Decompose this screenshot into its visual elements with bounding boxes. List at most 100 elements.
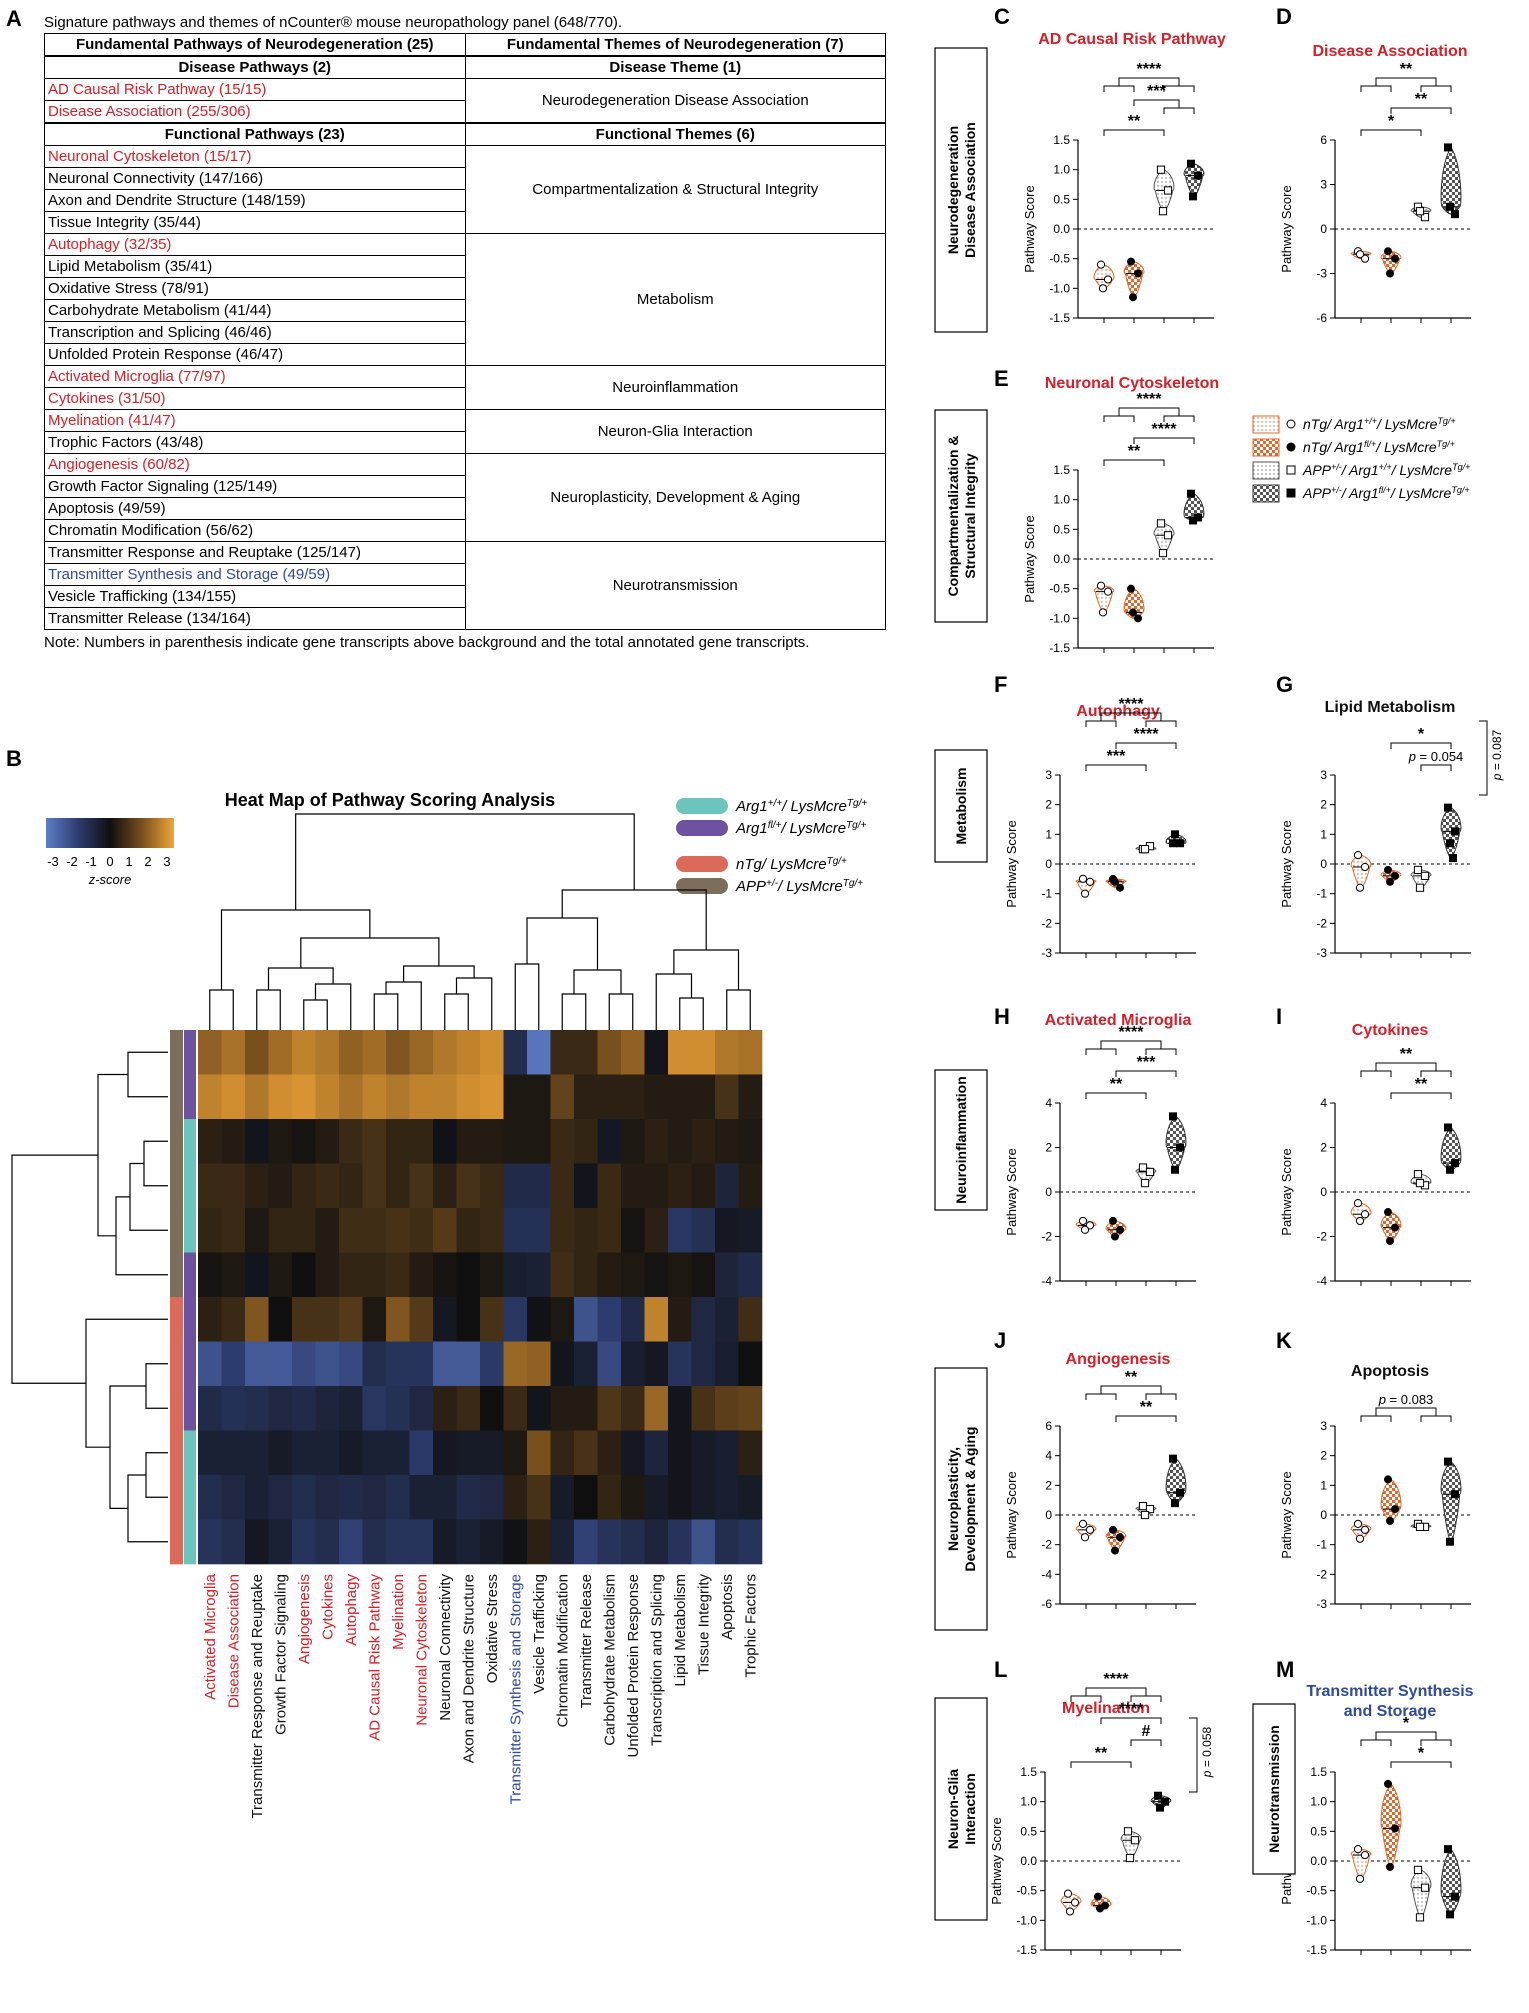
heatmap-cell <box>597 1341 622 1387</box>
y-axis-label: Pathway Score <box>1279 1471 1294 1558</box>
data-point <box>1129 293 1137 302</box>
heatmap-cell <box>292 1297 316 1342</box>
heatmap-cell <box>480 1252 504 1298</box>
y-tick-label: 3 <box>1045 768 1052 782</box>
table-note: Note: Numbers in parenthesis indicate ge… <box>44 634 810 651</box>
heatmap-cell <box>644 1074 669 1120</box>
pathway-row: Disease Association (255/306) <box>44 100 466 124</box>
significance-bracket <box>1130 1739 1162 1746</box>
y-tick-label: 0 <box>1320 1508 1327 1522</box>
heatmap-cell <box>621 1430 645 1476</box>
legend-swatch <box>676 856 728 872</box>
y-tick-label: 1.0 <box>1053 163 1070 177</box>
y-tick-label: -6 <box>1316 311 1327 325</box>
heatmap-column-label: Autophagy <box>343 1574 360 1646</box>
data-point <box>1355 1874 1365 1883</box>
heatmap-cell <box>268 1030 293 1075</box>
significance-bracket <box>1115 1070 1177 1077</box>
heatmap-cell <box>433 1341 457 1387</box>
theme-cell: Neuroinflammation <box>464 365 886 410</box>
heatmap-cell <box>198 1430 222 1476</box>
data-point <box>1444 1123 1452 1132</box>
heatmap-column-label: Activated Microglia <box>202 1573 219 1700</box>
data-point <box>1163 186 1173 195</box>
data-point <box>1446 1165 1454 1174</box>
data-point <box>1156 1803 1164 1812</box>
heatmap-cell <box>221 1475 246 1520</box>
chart-title: Disease Association <box>1312 43 1467 60</box>
heatmap-cell <box>480 1030 504 1075</box>
data-point <box>1078 1216 1088 1226</box>
data-point <box>1134 614 1142 623</box>
data-point <box>1391 871 1399 880</box>
colorbar-tick: -2 <box>66 854 78 869</box>
legend-pattern <box>1252 415 1280 434</box>
heatmap-cell <box>715 1163 739 1209</box>
y-tick-label: 2 <box>1320 1141 1327 1155</box>
y-tick-label: 3 <box>1320 178 1327 192</box>
heatmap-cell <box>292 1030 316 1075</box>
heatmap-cell <box>245 1430 269 1476</box>
violin-chart-k: K Apoptosis -3 -2 -1 0 1 2 3 Pathway Score p = 0.0… <box>1276 1328 1471 1611</box>
y-tick-label: -0.5 <box>1016 1884 1037 1898</box>
heatmap-cell <box>386 1074 410 1120</box>
colorbar-tick: 0 <box>106 854 113 869</box>
y-tick-label: 3 <box>1320 1419 1327 1433</box>
theme-cell: Metabolism <box>464 233 886 366</box>
y-tick-label: -3 <box>1041 946 1052 960</box>
significance-bracket <box>1133 99 1195 114</box>
data-point <box>1360 1850 1370 1860</box>
pathway-row: Vesicle Trafficking (134/155) <box>44 585 466 608</box>
data-point <box>1353 1845 1363 1854</box>
heatmap-column-label: Lipid Metabolism <box>672 1574 689 1687</box>
data-point <box>1163 531 1173 540</box>
y-tick-label: 0 <box>1045 1508 1052 1522</box>
heatmap-cell <box>245 1386 269 1431</box>
data-point <box>1065 1907 1075 1916</box>
significance-bracket <box>1085 764 1147 771</box>
heatmap-cell <box>456 1341 481 1387</box>
data-point <box>1446 839 1454 848</box>
y-tick-label: -1.0 <box>1306 1913 1327 1927</box>
y-tick-label: 2 <box>1320 798 1327 812</box>
heatmap-cell <box>574 1252 598 1298</box>
significance-label: # <box>1142 1723 1151 1740</box>
heatmap-cell <box>550 1030 575 1075</box>
heatmap-cell <box>550 1519 575 1565</box>
heatmap-cell <box>198 1074 222 1120</box>
row-annotation-arg1 <box>184 1519 196 1565</box>
data-point <box>1360 254 1370 263</box>
data-point <box>1145 1167 1155 1177</box>
side-p-value: p = 0.058 <box>1200 1726 1214 1778</box>
heatmap-cell <box>456 1297 481 1342</box>
significance-bracket <box>1103 129 1165 136</box>
data-point <box>1156 165 1166 174</box>
heatmap-cell <box>668 1430 692 1476</box>
data-point <box>1080 889 1090 898</box>
data-point <box>1080 1225 1090 1234</box>
pathway-row: Tissue Integrity (35/44) <box>44 211 466 234</box>
heatmap-cell <box>715 1341 739 1387</box>
pathway-row: Carbohydrate Metabolism (41/44) <box>44 299 466 322</box>
theme-box <box>1252 1703 1296 1875</box>
heatmap-cell <box>456 1208 481 1253</box>
y-tick-label: 3 <box>1320 768 1327 782</box>
heatmap-cell <box>597 1163 622 1209</box>
heatmap-cell <box>456 1475 481 1520</box>
y-tick-label: 1.0 <box>1020 1795 1037 1809</box>
heatmap-column-label: Axon and Dendrite Structure <box>460 1574 477 1763</box>
heatmap-cell <box>386 1208 410 1253</box>
chart-title: Autophagy <box>1076 703 1160 720</box>
heatmap-cell <box>644 1519 669 1565</box>
heatmap-cell <box>339 1519 363 1565</box>
heatmap-cell <box>386 1341 410 1387</box>
y-axis-label: Pathway Score <box>1279 820 1294 907</box>
heatmap-cell <box>292 1208 316 1253</box>
y-tick-label: -1.5 <box>1049 311 1070 325</box>
heatmap-cell <box>315 1341 340 1387</box>
heatmap-cell <box>644 1386 669 1431</box>
heatmap-title: Heat Map of Pathway Scoring Analysis <box>225 790 555 810</box>
side-p-value: p = 0.087 <box>1490 729 1504 781</box>
colorbar-tick: 1 <box>125 854 132 869</box>
heatmap-cell <box>597 1119 622 1164</box>
